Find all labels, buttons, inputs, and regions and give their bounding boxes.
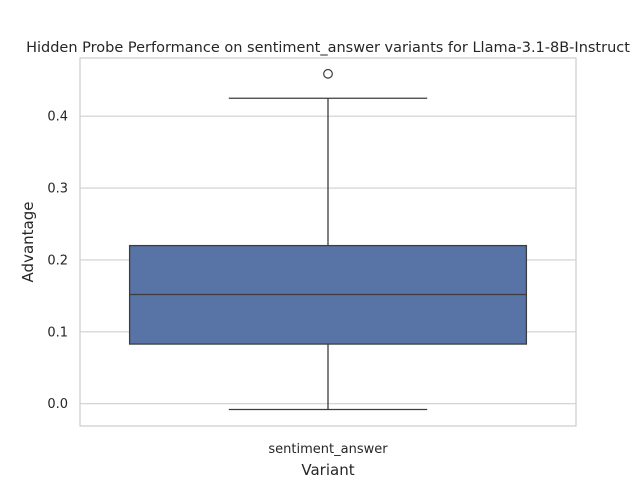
- x-tick-label: sentiment_answer: [268, 442, 388, 457]
- outlier-point: [323, 68, 333, 79]
- y-tick-label: 0.4: [47, 110, 68, 125]
- y-tick-label: 0.3: [47, 182, 68, 197]
- y-tick-label: 0.1: [47, 325, 68, 340]
- chart-title: Hidden Probe Performance on sentiment_an…: [26, 40, 630, 56]
- x-tick-labels: sentiment_answer: [268, 442, 388, 457]
- plot-frame: [79, 57, 577, 427]
- y-tick-label: 0.0: [47, 397, 68, 412]
- y-axis-label: Advantage: [19, 202, 37, 283]
- x-axis-label: Variant: [301, 461, 354, 479]
- box-series: [128, 68, 528, 411]
- y-tick-labels: 0.0 0.1 0.2 0.3 0.4: [47, 110, 68, 413]
- y-tick-label: 0.2: [47, 253, 68, 268]
